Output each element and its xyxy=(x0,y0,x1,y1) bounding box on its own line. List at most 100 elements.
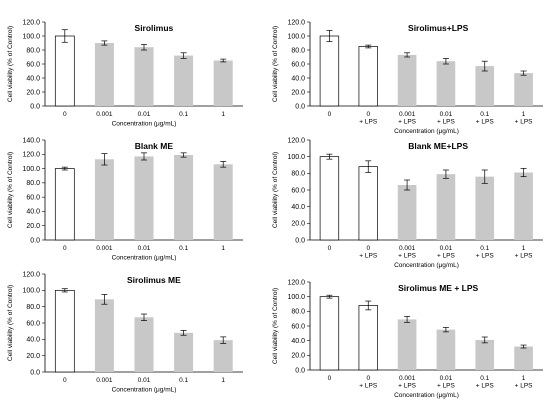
y-tick-label: 100.0 xyxy=(287,294,305,301)
bar xyxy=(134,156,154,240)
bar xyxy=(54,35,75,107)
y-axis-label: Cell viability (% of Control) xyxy=(7,285,14,361)
chart-panel: 0.0 20.0 40.0 60.0 80.0 100.0 120.0 0 0.001 0.01 0… xyxy=(7,19,243,128)
y-tick-label: 120.0 xyxy=(287,19,305,26)
bar xyxy=(94,43,114,106)
x-tick-label: 0.1 xyxy=(480,111,489,118)
x-tick-label: 0.001 xyxy=(96,245,113,252)
y-tick-label: 80.0 xyxy=(291,47,305,54)
x-tick-label: + LPS xyxy=(515,253,534,260)
x-tick-label: 0.01 xyxy=(138,377,151,384)
y-tick-label: 20.0 xyxy=(26,89,40,96)
x-tick-label: + LPS xyxy=(476,253,495,260)
y-tick-label: 0.0 xyxy=(30,237,40,244)
bar xyxy=(134,317,154,372)
x-tick-label: 1 xyxy=(522,111,526,118)
y-tick-label: 0.0 xyxy=(295,367,305,374)
x-tick-label: 0.1 xyxy=(179,111,188,118)
y-tick-label: 80.0 xyxy=(26,47,40,54)
x-tick-label: 0.1 xyxy=(480,245,489,252)
y-tick-label: 60.0 xyxy=(26,320,40,327)
y-axis-label: Cell viability (% of Control) xyxy=(7,152,14,228)
bar xyxy=(514,346,533,370)
bar xyxy=(475,339,495,370)
bar xyxy=(475,176,495,240)
chart-title: Blank ME xyxy=(135,141,174,151)
y-tick-label: 20.0 xyxy=(26,353,40,360)
x-tick-label: 0 xyxy=(366,111,370,118)
x-tick-label: + LPS xyxy=(359,383,378,390)
x-tick-label: 0 xyxy=(63,377,67,384)
chart-panel: 0.0 20.0 40.0 60.0 80.0 100.0 120.0 140.0 0 0.001… xyxy=(7,137,243,262)
y-tick-label: 40.0 xyxy=(291,75,305,82)
chart-title: Sirolimus xyxy=(135,23,174,33)
bar xyxy=(514,172,533,240)
chart-title: Blank ME+LPS xyxy=(408,141,468,151)
x-tick-label: + LPS xyxy=(398,253,417,260)
x-tick-label: 0.001 xyxy=(96,377,113,384)
x-tick-label: 1 xyxy=(221,245,225,252)
bar xyxy=(436,329,456,370)
x-axis-label: Concentration (μg/mL) xyxy=(112,121,177,128)
bar xyxy=(436,174,456,240)
bar xyxy=(213,164,233,240)
x-tick-label: + LPS xyxy=(359,253,378,260)
y-tick-label: 0.0 xyxy=(295,103,305,110)
x-tick-label: 1 xyxy=(522,375,526,382)
x-axis-label: Concentration (μg/mL) xyxy=(394,262,459,269)
x-tick-label: 0.001 xyxy=(399,375,416,382)
bar xyxy=(475,66,495,106)
y-tick-label: 100.0 xyxy=(22,288,40,295)
x-tick-label: + LPS xyxy=(398,383,417,390)
y-tick-label: 80.0 xyxy=(26,180,40,187)
bar xyxy=(174,332,194,372)
y-tick-label: 80.0 xyxy=(26,304,40,311)
x-tick-label: 0 xyxy=(63,111,67,118)
chart-title: Sirolimus ME xyxy=(127,275,181,285)
y-tick-label: 100.0 xyxy=(22,33,40,40)
x-tick-label: 1 xyxy=(221,377,225,384)
bar xyxy=(319,156,340,241)
bar xyxy=(358,166,378,241)
bar xyxy=(397,185,417,240)
x-tick-label: 0 xyxy=(328,111,332,118)
x-tick-label: + LPS xyxy=(398,119,417,126)
y-tick-label: 80.0 xyxy=(291,309,305,316)
y-tick-label: 60.0 xyxy=(291,187,305,194)
y-tick-label: 80.0 xyxy=(291,171,305,178)
x-tick-label: + LPS xyxy=(437,383,456,390)
bar xyxy=(94,299,114,372)
x-tick-label: 1 xyxy=(221,111,225,118)
y-tick-label: 120.0 xyxy=(287,137,305,144)
x-tick-label: 0.1 xyxy=(480,375,489,382)
y-axis-label: Cell viability (% of Control) xyxy=(272,26,279,102)
y-tick-label: 0.0 xyxy=(30,369,40,376)
y-tick-label: 120.0 xyxy=(287,279,305,286)
bar xyxy=(134,47,154,106)
y-tick-label: 40.0 xyxy=(26,337,40,344)
bar xyxy=(358,305,378,371)
y-tick-label: 20.0 xyxy=(26,223,40,230)
x-tick-label: 0.001 xyxy=(96,111,113,118)
y-tick-label: 0.0 xyxy=(295,237,305,244)
x-tick-label: 0.01 xyxy=(138,111,151,118)
y-tick-label: 40.0 xyxy=(26,209,40,216)
y-tick-label: 20.0 xyxy=(291,353,305,360)
bar xyxy=(54,168,75,241)
y-tick-label: 120.0 xyxy=(22,271,40,278)
bar xyxy=(174,55,194,106)
x-tick-label: 0.01 xyxy=(138,245,151,252)
x-axis-label: Concentration (μg/mL) xyxy=(394,392,459,399)
bar xyxy=(54,289,75,373)
bar xyxy=(397,54,417,106)
x-tick-label: 0 xyxy=(366,245,370,252)
x-tick-label: 0.001 xyxy=(399,111,416,118)
y-tick-label: 40.0 xyxy=(291,338,305,345)
x-tick-label: + LPS xyxy=(515,119,534,126)
x-tick-label: 0 xyxy=(63,245,67,252)
y-axis-label: Cell viability (% of Control) xyxy=(272,288,279,364)
